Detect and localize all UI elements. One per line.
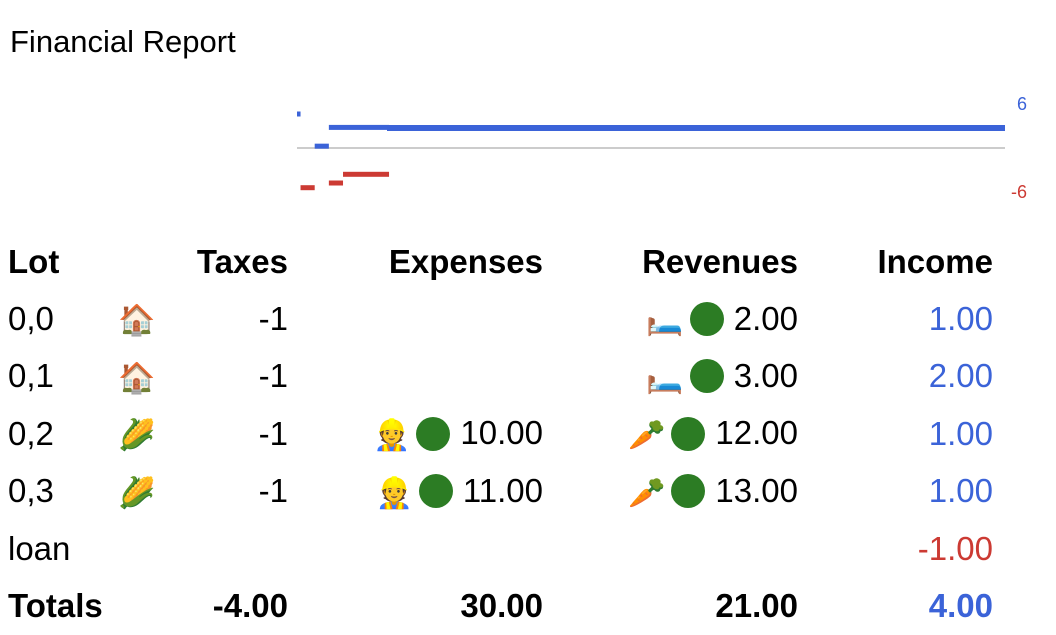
row-lot-icon-cell [118, 520, 173, 577]
coin-icon [689, 359, 724, 394]
row-lot: 0,3 [8, 472, 54, 510]
sparkline-segment [328, 124, 390, 130]
row-lot-icon-cell: 🏠 [118, 290, 173, 347]
sparkline-segment [314, 143, 329, 149]
table-header-row: Lot Taxes Expenses Revenues Income [8, 233, 993, 290]
row-lot-icon-cell: 🏠 [118, 348, 173, 405]
sparkline-segment [328, 180, 344, 186]
worker-icon: 👷 [375, 476, 413, 510]
revenues-value: 2.00 [733, 299, 798, 337]
row-taxes [173, 520, 288, 577]
totals-taxes: -4.00 [212, 587, 288, 625]
col-header-income: Income [877, 242, 993, 280]
expenses-value: 10.00 [460, 414, 543, 452]
row-revenues: 🛏️ 2.00 [543, 290, 798, 347]
expenses-value: 11.00 [462, 471, 543, 509]
sparkline-min-label: -6 [1011, 182, 1027, 202]
report-title: Financial Report [10, 24, 236, 59]
row-expenses [288, 290, 543, 347]
table-row: 0,3 🌽 -1 👷 11.00 🥕 13.00 1.00 [8, 463, 993, 520]
coin-icon [418, 474, 453, 509]
coin-icon [671, 474, 706, 509]
row-lot: 0,2 [8, 414, 54, 452]
row-revenues: 🥕 12.00 [543, 405, 798, 462]
sparkline-segment [343, 171, 390, 177]
coin-icon [671, 416, 706, 451]
table-row: 0,1 🏠 -1 🛏️ 3.00 2.00 [8, 348, 993, 405]
sparkline-segment [300, 185, 315, 191]
col-header-taxes: Taxes [196, 242, 288, 280]
revenues-value: 12.00 [715, 414, 798, 452]
bed-icon: 🛏️ [646, 304, 684, 338]
corn-icon: 🌽 [118, 419, 156, 453]
coin-icon [416, 416, 451, 451]
col-header-expenses: Expenses [388, 242, 543, 280]
carrot-icon: 🥕 [628, 419, 666, 453]
balance-sparkline-chart: 6 -6 [297, 94, 1027, 202]
row-expenses [288, 520, 543, 577]
row-revenues: 🥕 13.00 [543, 463, 798, 520]
col-header-revenues: Revenues [642, 242, 798, 280]
worker-icon: 👷 [373, 419, 411, 453]
table-row: 0,2 🌽 -1 👷 10.00 🥕 12.00 1.00 [8, 405, 993, 462]
row-lot: 0,1 [8, 357, 54, 395]
row-expenses: 👷 10.00 [288, 405, 543, 462]
row-revenues: 🛏️ 3.00 [543, 348, 798, 405]
row-revenues [543, 520, 798, 577]
row-income: 2.00 [928, 357, 993, 395]
row-taxes: -1 [258, 472, 288, 510]
row-income: 1.00 [928, 300, 993, 338]
row-lot: 0,0 [8, 300, 54, 338]
house-icon: 🏠 [118, 361, 156, 395]
bed-icon: 🛏️ [646, 361, 684, 395]
row-income: 1.00 [928, 472, 993, 510]
row-expenses: 👷 11.00 [288, 463, 544, 520]
coin-icon [689, 301, 724, 336]
financial-report-table: Lot Taxes Expenses Revenues Income 0,0 🏠 -… [8, 233, 993, 635]
row-lot-icon-cell: 🌽 [118, 463, 173, 520]
totals-income: 4.00 [928, 587, 993, 625]
row-taxes: -1 [258, 414, 288, 452]
row-income: -1.00 [917, 529, 993, 567]
totals-expenses: 30.00 [460, 587, 543, 625]
corn-icon: 🌽 [118, 476, 156, 510]
totals-row: Totals -4.00 30.00 21.00 4.00 [8, 577, 993, 634]
table-row: 0,0 🏠 -1 🛏️ 2.00 1.00 [8, 290, 993, 347]
row-lot: loan [8, 529, 71, 567]
revenues-value: 13.00 [715, 471, 798, 509]
sparkline-segment [297, 111, 301, 117]
totals-label: Totals [8, 587, 103, 625]
row-income: 1.00 [928, 414, 993, 452]
row-expenses [288, 348, 543, 405]
totals-revenues: 21.00 [715, 587, 798, 625]
sparkline-max-label: 6 [1017, 94, 1027, 114]
carrot-icon: 🥕 [628, 476, 666, 510]
table-row: loan -1.00 [8, 520, 993, 577]
sparkline-segment [387, 125, 1005, 131]
house-icon: 🏠 [118, 304, 156, 338]
row-taxes: -1 [258, 300, 288, 338]
col-header-lot-icon [118, 233, 173, 290]
row-lot-icon-cell: 🌽 [118, 405, 173, 462]
row-taxes: -1 [258, 357, 288, 395]
col-header-lot: Lot [8, 242, 60, 280]
revenues-value: 3.00 [733, 357, 798, 395]
